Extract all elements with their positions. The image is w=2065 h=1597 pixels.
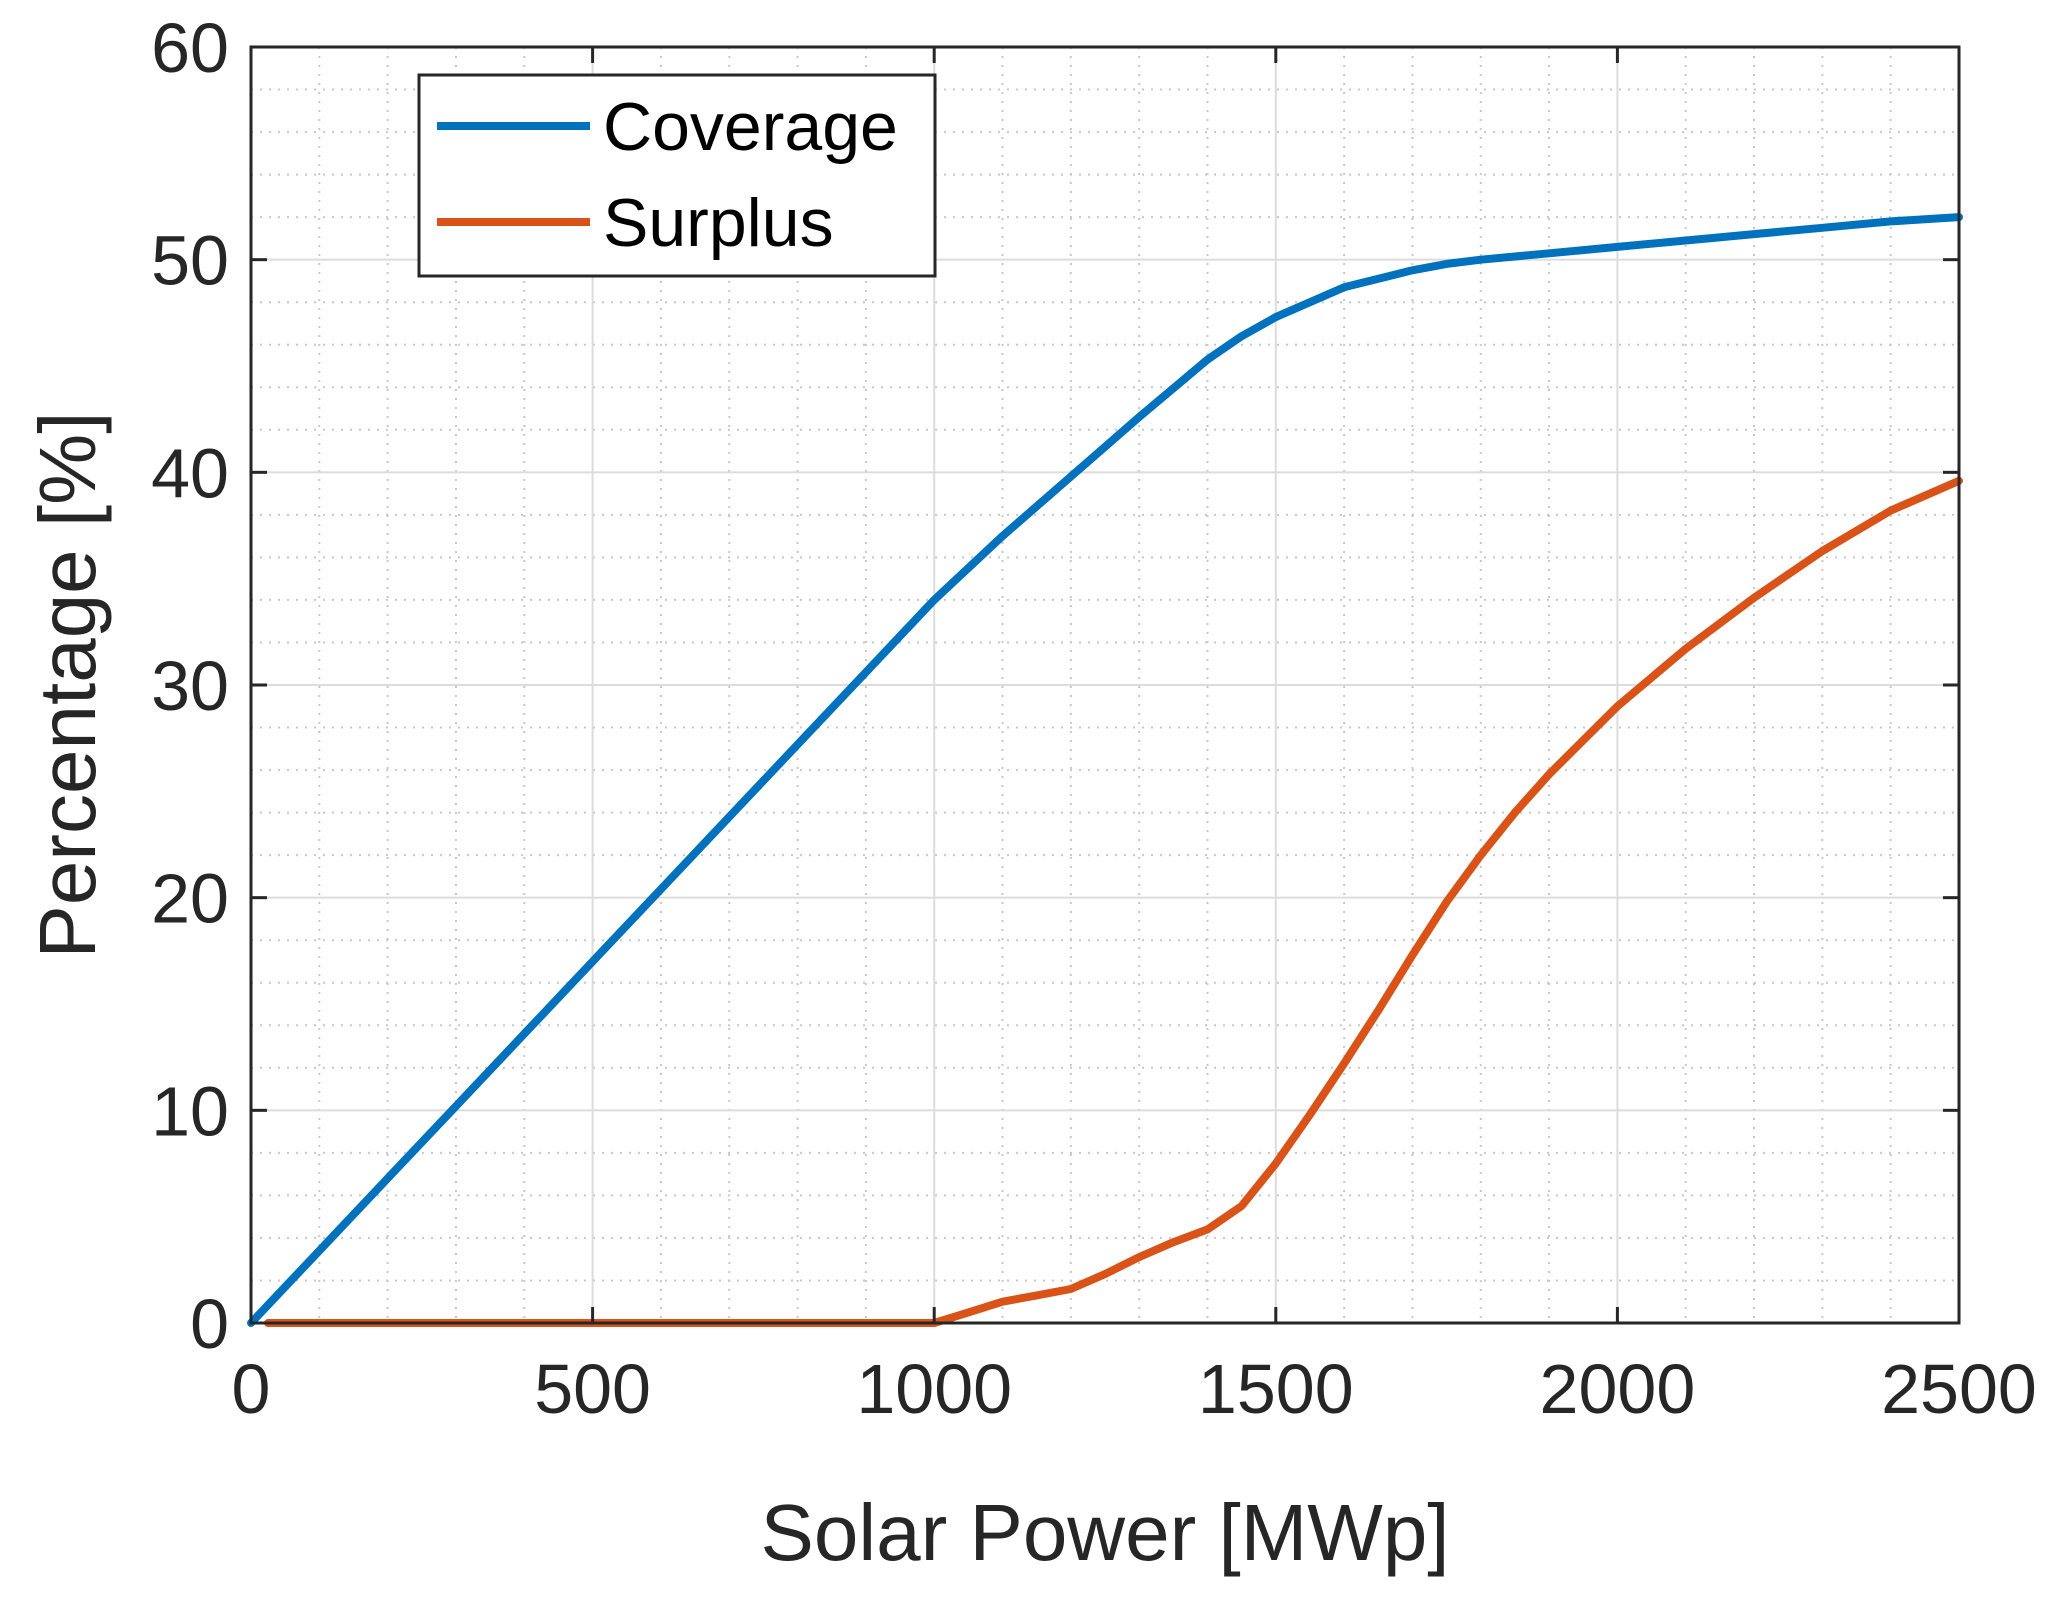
legend-label-coverage: Coverage — [603, 89, 898, 165]
axis-ticks — [249, 45, 1961, 1325]
x-tick-label: 0 — [232, 1350, 271, 1428]
x-tick-label: 1500 — [1198, 1350, 1354, 1428]
x-tick-label: 1000 — [856, 1350, 1012, 1428]
y-tick-label: 60 — [151, 9, 229, 87]
y-tick-labels: 0 10 20 30 40 50 60 — [151, 9, 229, 1363]
x-tick-label: 2500 — [1881, 1350, 2037, 1428]
y-tick-label: 10 — [151, 1072, 229, 1150]
x-axis-label: Solar Power [MWp] — [760, 1488, 1449, 1577]
y-tick-label: 40 — [151, 434, 229, 512]
legend-box — [417, 73, 937, 278]
x-tick-label: 500 — [534, 1350, 651, 1428]
legend-label-surplus: Surplus — [603, 185, 834, 261]
y-tick-label: 30 — [151, 647, 229, 725]
legend: Coverage Surplus — [417, 73, 937, 278]
y-axis-label: Percentage [%] — [23, 412, 112, 959]
x-tick-labels: 0 500 1000 1500 2000 2500 — [232, 1350, 2037, 1428]
x-tick-label: 2000 — [1540, 1350, 1696, 1428]
y-tick-label: 20 — [151, 860, 229, 938]
y-tick-label: 0 — [190, 1285, 229, 1363]
y-tick-label: 50 — [151, 222, 229, 300]
series-line-coverage — [247, 213, 1963, 1327]
